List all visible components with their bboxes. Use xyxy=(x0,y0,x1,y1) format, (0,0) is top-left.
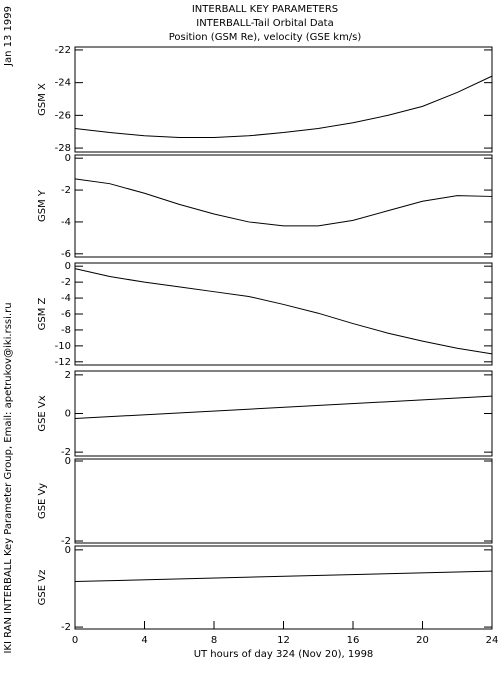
data-line xyxy=(74,75,493,138)
y-tick-label: -4 xyxy=(61,217,71,228)
y-tick-label: -2 xyxy=(61,185,71,196)
x-tick-label: 4 xyxy=(141,635,147,646)
panel-frame xyxy=(74,545,493,630)
x-tick-label: 0 xyxy=(72,635,78,646)
y-tick-label: -4 xyxy=(61,293,71,304)
panel-frame xyxy=(74,262,493,366)
panel-frame xyxy=(74,46,493,153)
y-tick-label: 0 xyxy=(65,261,71,272)
data-line xyxy=(74,268,493,355)
y-tick-label: -6 xyxy=(61,309,71,320)
y-axis-label: GSM X xyxy=(37,83,48,116)
data-line xyxy=(74,570,493,583)
x-axis-label: UT hours of day 324 (Nov 20), 1998 xyxy=(194,649,374,660)
x-tick-label: 12 xyxy=(277,635,290,646)
y-axis-label: GSM Z xyxy=(37,297,48,330)
panel-frame xyxy=(74,154,493,258)
title-line: INTERBALL-Tail Orbital Data xyxy=(196,18,333,29)
y-tick-label: 0 xyxy=(65,456,71,467)
y-tick-label: -2 xyxy=(61,277,71,288)
x-tick-label: 16 xyxy=(347,635,360,646)
y-tick-label: -6 xyxy=(61,249,71,260)
data-line xyxy=(74,395,493,420)
y-tick-label: -10 xyxy=(55,341,71,352)
y-tick-label: -26 xyxy=(55,110,71,121)
y-tick-label: -2 xyxy=(61,622,71,633)
y-tick-label: 0 xyxy=(65,153,71,164)
y-tick-label: -12 xyxy=(55,357,71,368)
y-tick-label: -8 xyxy=(61,325,71,336)
x-tick-label: 8 xyxy=(211,635,217,646)
y-tick-label: -22 xyxy=(55,45,71,56)
y-tick-label: 0 xyxy=(65,545,71,556)
title-line: INTERBALL KEY PARAMETERS xyxy=(192,4,338,15)
title-line: Position (GSM Re), velocity (GSE km/s) xyxy=(169,32,362,43)
y-tick-label: 2 xyxy=(65,370,71,381)
y-tick-label: 0 xyxy=(65,409,71,420)
y-axis-label: GSM Y xyxy=(37,189,48,222)
panel-frame xyxy=(74,370,493,457)
y-tick-label: -28 xyxy=(55,143,71,154)
data-line xyxy=(74,178,493,227)
x-tick-label: 20 xyxy=(416,635,429,646)
y-axis-label: GSE Vy xyxy=(37,483,48,519)
y-axis-label: GSE Vz xyxy=(37,570,48,606)
y-axis-label: GSE Vx xyxy=(37,395,48,431)
y-tick-label: -2 xyxy=(61,447,71,458)
x-tick-label: 24 xyxy=(486,635,499,646)
y-tick-label: -2 xyxy=(61,536,71,547)
panel-frame xyxy=(74,458,493,544)
y-tick-label: -24 xyxy=(55,78,71,89)
credit: IKI RAN INTERBALL Key Parameter Group, E… xyxy=(3,302,14,653)
date: Jan 13 1999 xyxy=(3,6,14,67)
